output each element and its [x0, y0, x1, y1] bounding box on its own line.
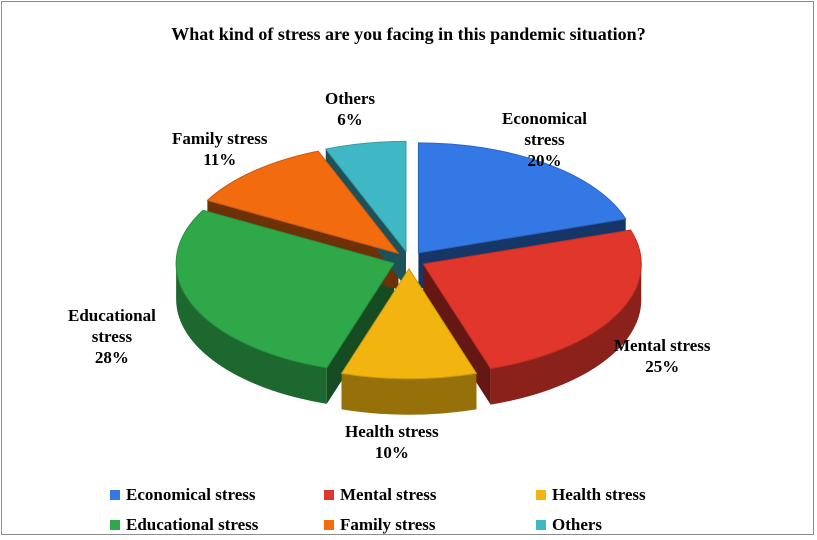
legend-label-others: Others: [552, 515, 603, 534]
pie-slice-economical: [417, 142, 627, 254]
slice-label-mental: Mental stress 25%: [614, 335, 710, 377]
legend-item-economical: Economical stress: [110, 485, 324, 505]
slice-label-health: Health stress 10%: [345, 421, 439, 463]
slice-percent-mental: 25%: [645, 357, 680, 376]
pie-slice-family: [206, 150, 400, 255]
legend-item-health: Health stress: [536, 485, 730, 505]
legend-swatch-educational: [110, 520, 120, 530]
legend-swatch-economical: [110, 490, 120, 500]
slice-label-others-line1: Others: [325, 89, 376, 108]
slice-outer-side-mental: [490, 263, 642, 405]
slice-label-educational-line1: Educational: [68, 306, 156, 325]
legend-item-family: Family stress: [324, 515, 536, 535]
pie-slice-mental: [422, 229, 642, 370]
slice-label-mental-line1: Mental stress: [614, 336, 711, 355]
legend-swatch-family: [324, 520, 334, 530]
slice-label-educational: Educational stress 28%: [68, 305, 156, 368]
slice-radial-side-educational-start: [326, 263, 395, 404]
slice-label-health-line1: Health stress: [345, 422, 439, 441]
legend-item-educational: Educational stress: [110, 515, 324, 535]
chart-title: What kind of stress are you facing in th…: [171, 24, 646, 44]
legend-row: Educational stress Family stress Others: [110, 510, 730, 540]
legend-label-health: Health stress: [552, 485, 646, 504]
legend-label-family: Family stress: [340, 515, 436, 534]
slice-percent-educational: 28%: [94, 348, 129, 367]
legend-item-others: Others: [536, 515, 730, 535]
legend-row: Economical stress Mental stress Health s…: [110, 480, 730, 510]
slice-percent-health: 10%: [374, 443, 409, 462]
legend-swatch-mental: [324, 490, 334, 500]
slice-label-family: Family stress 11%: [172, 128, 268, 170]
slice-percent-economical: 20%: [527, 151, 562, 170]
legend-label-economical: Economical stress: [126, 485, 256, 504]
slice-label-others: Others 6%: [325, 88, 375, 130]
pie-top-layer: [175, 140, 642, 380]
slice-outer-side-health: [341, 373, 477, 415]
legend-label-mental: Mental stress: [340, 485, 437, 504]
legend-swatch-others: [536, 520, 546, 530]
pie-slice-health: [340, 267, 478, 380]
legend-item-mental: Mental stress: [324, 485, 536, 505]
slice-outer-side-educational: [176, 263, 327, 404]
pie-slice-educational: [175, 209, 395, 369]
slice-percent-others: 6%: [337, 110, 363, 129]
slice-label-economical-line2: stress: [524, 130, 565, 149]
legend-label-educational: Educational stress: [126, 515, 259, 534]
slice-label-educational-line2: stress: [91, 327, 133, 346]
slice-label-economical: Economical stress 20%: [502, 108, 587, 171]
legend: Economical stress Mental stress Health s…: [110, 480, 730, 540]
pie-slice-others: [324, 140, 407, 253]
legend-swatch-health: [536, 490, 546, 500]
slice-label-family-line1: Family stress: [172, 129, 268, 148]
slice-percent-family: 11%: [203, 150, 237, 169]
slice-label-economical-line1: Economical: [502, 109, 587, 128]
